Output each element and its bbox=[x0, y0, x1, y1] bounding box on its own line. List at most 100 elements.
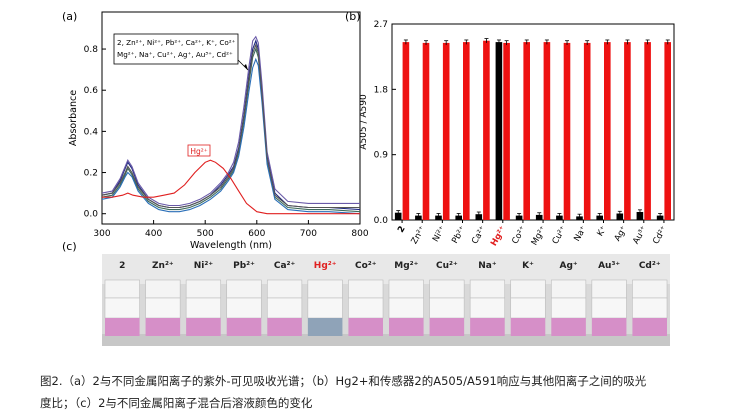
vial-liquid bbox=[307, 318, 343, 336]
vial-label: Na⁺ bbox=[478, 261, 497, 271]
x-tick-label: 800 bbox=[351, 229, 368, 239]
plot-frame bbox=[101, 11, 361, 225]
legend-box bbox=[113, 33, 239, 65]
vial-liquid bbox=[429, 318, 465, 336]
black-bar bbox=[475, 214, 483, 220]
vial-liquid bbox=[348, 318, 383, 336]
red-bar bbox=[483, 40, 490, 221]
y-tick-label: 0.6 bbox=[84, 86, 99, 96]
vial-label: Ca²⁺ bbox=[274, 261, 296, 271]
vial-liquid bbox=[226, 318, 262, 336]
red-bar bbox=[543, 42, 551, 220]
vial-body bbox=[348, 297, 384, 319]
vial-body bbox=[510, 297, 546, 319]
x-tick-label: Mg²⁺ bbox=[530, 225, 549, 248]
hg-annotation-label: Hg²⁺ bbox=[190, 147, 207, 156]
legend-pointer bbox=[237, 59, 249, 71]
vial-cap bbox=[632, 279, 668, 299]
x-tick-label: Co²⁺ bbox=[510, 225, 528, 246]
vial-label: Hg²⁺ bbox=[314, 261, 337, 271]
vial-body bbox=[469, 297, 506, 319]
y-tick-label: 0.8 bbox=[84, 45, 99, 55]
vial-label: Mg²⁺ bbox=[394, 261, 418, 271]
plot-frame bbox=[391, 23, 675, 221]
vial-cap bbox=[550, 279, 587, 299]
x-tick-label: Cd²⁺ bbox=[651, 225, 669, 247]
absorbance-chart: 300 400 500 600 700 800 0.0 0.2 0.4 0.6 0.8 Wavelen… bbox=[68, 11, 369, 251]
vial-cap bbox=[591, 279, 627, 299]
legend-line: 2, Zn²⁺, Ni²⁺, Pb²⁺, Ca²⁺, K⁺, Co²⁺ bbox=[117, 38, 236, 47]
vial-cap bbox=[104, 279, 140, 299]
caption-line-1: 图2.（a）2与不同金属阳离子的紫外-可见吸收光谱；（b）Hg2+和传感器2的A… bbox=[40, 374, 647, 388]
red-bar bbox=[604, 42, 611, 220]
red-bar bbox=[523, 42, 530, 220]
x-tick-label: 300 bbox=[93, 229, 110, 239]
vial-cap bbox=[185, 279, 222, 299]
red-bar bbox=[463, 42, 470, 220]
x-tick-label: 600 bbox=[248, 229, 265, 239]
vial-body bbox=[145, 297, 181, 319]
x-tick-label: Cu²⁺ bbox=[551, 225, 569, 247]
x-tick-label: Zn²⁺ bbox=[410, 225, 428, 247]
vial-cap bbox=[429, 279, 465, 299]
x-tick-label: K⁺ bbox=[595, 225, 609, 239]
red-bar bbox=[503, 42, 510, 221]
y-axis-title: Absorbance bbox=[68, 90, 79, 146]
spectrum-line bbox=[101, 43, 360, 209]
y-tick-label: 0.0 bbox=[84, 210, 99, 220]
vial-label: Co²⁺ bbox=[355, 261, 377, 271]
legend-line: Mg²⁺, Na⁺, Cu²⁺, Ag⁺, Au³⁺, Cd²⁺ bbox=[117, 50, 233, 59]
vial-body bbox=[307, 297, 343, 319]
vial-liquid bbox=[551, 318, 586, 336]
spectrum-line bbox=[101, 39, 361, 211]
panel-c-label: (c) bbox=[62, 240, 77, 253]
red-bar bbox=[563, 42, 571, 221]
red-bar bbox=[402, 42, 410, 220]
vial-liquid bbox=[470, 318, 505, 336]
y-tick-label: 2.7 bbox=[374, 20, 388, 30]
y-tick-label: 0.4 bbox=[84, 127, 99, 137]
red-bar bbox=[644, 42, 651, 220]
x-tick-label: Ni²⁺ bbox=[431, 225, 448, 244]
vial-cap bbox=[469, 279, 506, 299]
vial-label: Pb²⁺ bbox=[233, 261, 255, 271]
vial-cap bbox=[226, 279, 262, 299]
x-tick-label: Ag⁺ bbox=[613, 225, 630, 244]
x-tick-label: 700 bbox=[300, 229, 317, 239]
x-axis-title: Wavelength (nm) bbox=[190, 240, 272, 251]
spectrum-line bbox=[101, 57, 361, 215]
vial-cap bbox=[307, 279, 343, 299]
red-bar bbox=[583, 42, 591, 221]
x-tick-label: 400 bbox=[145, 229, 162, 239]
vial-body bbox=[550, 297, 587, 319]
vial-liquid bbox=[267, 318, 302, 336]
red-bar bbox=[664, 42, 671, 220]
y-tick-label: 0.0 bbox=[374, 216, 389, 226]
black-bar bbox=[535, 214, 543, 220]
x-tick-label: Ca²⁺ bbox=[470, 225, 488, 246]
black-bar bbox=[636, 212, 644, 220]
vial-body bbox=[632, 297, 668, 319]
photo-wall bbox=[102, 254, 670, 284]
legend-pointer-head bbox=[244, 64, 248, 70]
vial-label: Au³⁺ bbox=[598, 261, 620, 271]
vial-body bbox=[266, 297, 303, 319]
vial-cap bbox=[348, 279, 384, 299]
x-tick-label: 500 bbox=[197, 229, 214, 239]
vial-cap bbox=[510, 279, 546, 299]
vial-label: Cu²⁺ bbox=[436, 261, 458, 271]
vial-liquid bbox=[389, 318, 424, 336]
y-tick-label: 0.9 bbox=[374, 151, 389, 161]
vial-label: 2 bbox=[119, 261, 125, 271]
hg-spectrum-line bbox=[102, 159, 360, 215]
x-tick-label: Pb²⁺ bbox=[450, 225, 468, 246]
panel-b-label: (b) bbox=[345, 10, 361, 23]
y-tick-label: 1.8 bbox=[374, 85, 389, 95]
vial-body bbox=[429, 297, 465, 319]
vial-cap bbox=[388, 279, 424, 299]
vial-liquid bbox=[105, 318, 140, 336]
vial-body bbox=[591, 297, 627, 319]
x-tick-label: Na⁺ bbox=[572, 225, 589, 244]
y-tick-label: 0.2 bbox=[84, 169, 98, 179]
